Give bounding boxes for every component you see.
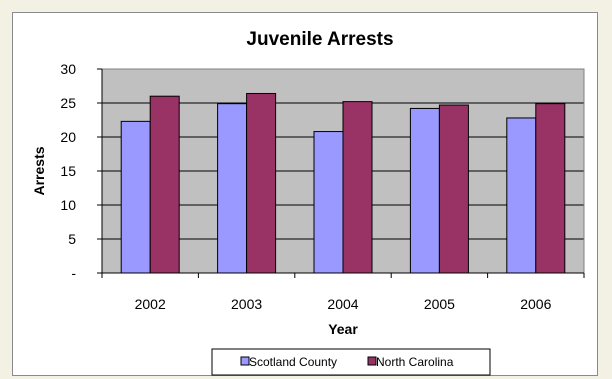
y-tick-label: 15: [60, 163, 76, 179]
y-tick-label: 5: [68, 231, 76, 247]
bar-scotland-county-2004: [313, 131, 344, 274]
y-tick-label: 30: [60, 61, 76, 77]
legend-swatch-scotland-county: [240, 356, 250, 366]
y-tick-labels: - 5 10 15 20 25 30: [60, 61, 76, 281]
chart-title: Juvenile Arrests: [246, 29, 393, 50]
y-axis-title: Arrests: [31, 146, 47, 195]
x-tick-label: 2005: [424, 296, 455, 312]
x-tick-label: 2006: [520, 296, 551, 312]
bar-scotland-county-2005: [409, 107, 440, 274]
legend-label-north-carolina: North Carolina: [376, 355, 454, 369]
x-axis-title: Year: [328, 321, 358, 337]
x-tick-label: 2004: [327, 296, 358, 312]
y-tick-label: 20: [60, 129, 76, 145]
bar-scotland-county-2002: [120, 120, 151, 274]
x-tick-label: 2003: [231, 296, 262, 312]
bar-scotland-county-2006: [506, 117, 537, 274]
y-tick-label: 10: [60, 197, 76, 213]
x-tick-labels: 2002 2003 2004 2005 2006: [135, 296, 552, 312]
bar-north-carolina-2005: [438, 104, 469, 274]
bar-north-carolina-2004: [342, 101, 373, 274]
legend: Scotland County North Carolina: [211, 348, 491, 376]
bar-scotland-county-2003: [217, 103, 248, 274]
y-tick-label: -: [71, 265, 76, 281]
legend-swatch-north-carolina: [367, 356, 377, 366]
axes: [97, 68, 585, 278]
legend-box: [211, 348, 491, 376]
y-tick-label: 25: [60, 95, 76, 111]
bar-north-carolina-2003: [246, 92, 277, 274]
bar-north-carolina-2002: [149, 95, 180, 274]
bars: [120, 92, 566, 274]
legend-label-scotland-county: Scotland County: [249, 355, 337, 369]
x-tick-label: 2002: [135, 296, 166, 312]
bar-north-carolina-2006: [535, 103, 566, 274]
